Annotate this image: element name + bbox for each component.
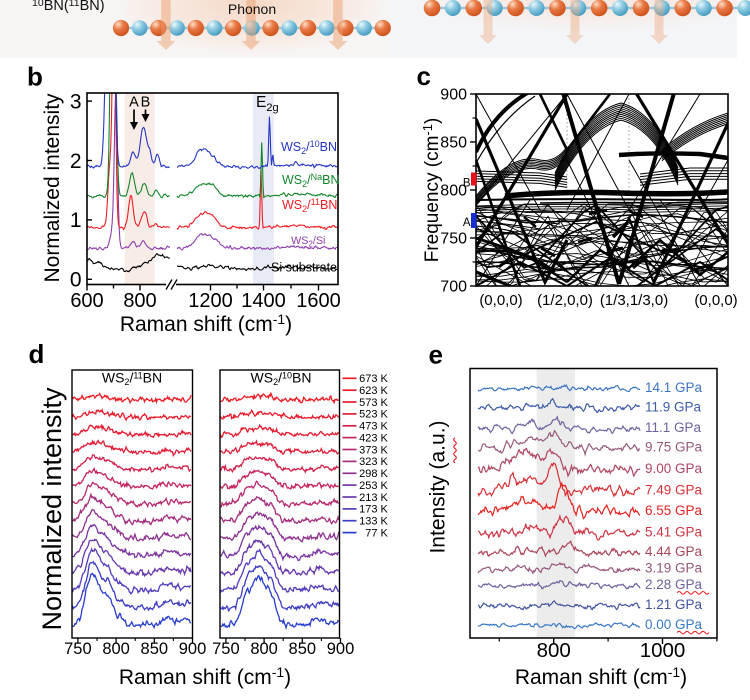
svg-text:373: 373 — [359, 444, 377, 456]
svg-text:77: 77 — [365, 527, 377, 539]
svg-text:K: K — [381, 504, 389, 516]
svg-text:K: K — [381, 444, 389, 456]
svg-text:3: 3 — [70, 90, 82, 113]
svg-text:(0,0,0): (0,0,0) — [479, 292, 522, 309]
svg-text:K: K — [381, 409, 389, 421]
svg-text:700: 700 — [440, 279, 467, 296]
svg-text:11.1 GPa: 11.1 GPa — [645, 420, 702, 435]
svg-text:Raman shift (cm-1): Raman shift (cm-1) — [119, 664, 291, 689]
svg-text:K: K — [381, 432, 389, 444]
svg-text:K: K — [381, 456, 389, 468]
svg-text:9.00 GPa: 9.00 GPa — [645, 461, 703, 476]
svg-text:(1/2,0,0): (1/2,0,0) — [537, 292, 593, 309]
svg-text:K: K — [381, 468, 389, 480]
svg-text:0.00 GPa: 0.00 GPa — [645, 617, 703, 632]
svg-text:(1/3,1/3,0): (1/3,1/3,0) — [600, 292, 668, 309]
svg-text:133: 133 — [359, 516, 377, 528]
svg-text:K: K — [381, 527, 389, 539]
svg-text:800: 800 — [440, 183, 467, 200]
svg-text:298: 298 — [359, 468, 377, 480]
svg-text:423: 423 — [359, 432, 377, 444]
svg-text:323: 323 — [359, 456, 377, 468]
svg-text:3.19 GPa: 3.19 GPa — [645, 561, 703, 576]
svg-text:b: b — [27, 62, 43, 92]
svg-text:K: K — [381, 421, 389, 433]
svg-text:K: K — [381, 492, 389, 504]
svg-text:A: A — [129, 95, 139, 111]
svg-text:WS2/NaBN: WS2/NaBN — [282, 172, 340, 189]
svg-text:K: K — [381, 385, 389, 397]
svg-text:800: 800 — [102, 640, 130, 658]
svg-text:K: K — [381, 397, 389, 409]
svg-text:Intensity (a.u.): Intensity (a.u.) — [427, 420, 450, 553]
svg-text:WS2/Si: WS2/Si — [291, 235, 325, 249]
svg-text:K: K — [381, 516, 389, 528]
svg-text:Phonon: Phonon — [228, 1, 276, 17]
svg-text:K: K — [381, 373, 389, 385]
svg-text:Normalized intensity: Normalized intensity — [41, 93, 64, 283]
svg-text:WS2/11BN: WS2/11BN — [282, 197, 337, 214]
svg-text:10BN(11BN): 10BN(11BN) — [32, 0, 105, 14]
svg-text:(0,0,0): (0,0,0) — [694, 292, 737, 309]
svg-text:Raman shift (cm-1): Raman shift (cm-1) — [515, 664, 687, 689]
svg-text:WS2/10BN: WS2/10BN — [251, 370, 312, 388]
svg-text:Si substrate: Si substrate — [271, 261, 337, 275]
svg-text:800: 800 — [123, 290, 156, 312]
svg-text:Raman shift (cm-1): Raman shift (cm-1) — [120, 311, 292, 336]
svg-text:d: d — [29, 339, 45, 369]
svg-text:473: 473 — [359, 421, 377, 433]
svg-text:1000: 1000 — [640, 639, 686, 662]
svg-text:1: 1 — [70, 209, 82, 232]
svg-text:673: 673 — [359, 373, 377, 385]
svg-text:2: 2 — [70, 150, 82, 173]
svg-text:750: 750 — [440, 231, 467, 248]
svg-text:900: 900 — [440, 87, 467, 104]
svg-text:850: 850 — [141, 640, 169, 658]
svg-text:523: 523 — [359, 409, 377, 421]
svg-text:B: B — [141, 95, 151, 111]
svg-text:2.28 GPa: 2.28 GPa — [645, 577, 703, 592]
svg-text:WS2/10BN: WS2/10BN — [281, 139, 337, 156]
svg-text:213: 213 — [359, 492, 377, 504]
svg-text:900: 900 — [179, 640, 207, 658]
svg-text:600: 600 — [70, 290, 103, 312]
svg-text:573: 573 — [359, 397, 377, 409]
svg-text:5.41 GPa: 5.41 GPa — [645, 524, 703, 539]
svg-text:K: K — [381, 480, 389, 492]
svg-text:6.55 GPa: 6.55 GPa — [645, 503, 703, 518]
svg-text:e: e — [429, 340, 443, 370]
svg-text:A: A — [463, 217, 471, 229]
svg-text:14.1 GPa: 14.1 GPa — [645, 380, 703, 395]
svg-text:4.44 GPa: 4.44 GPa — [645, 544, 703, 559]
svg-text:750: 750 — [64, 640, 92, 658]
svg-text:623: 623 — [359, 385, 377, 397]
svg-text:11.9 GPa: 11.9 GPa — [645, 400, 702, 415]
svg-text:800: 800 — [250, 640, 278, 658]
svg-text:900: 900 — [327, 640, 355, 658]
svg-text:0: 0 — [70, 269, 82, 292]
svg-text:1.21 GPa: 1.21 GPa — [645, 597, 703, 612]
svg-text:B: B — [463, 178, 471, 190]
svg-text:7.49 GPa: 7.49 GPa — [645, 482, 703, 497]
svg-text:WS2/11BN: WS2/11BN — [102, 370, 162, 388]
svg-text:173: 173 — [359, 504, 377, 516]
svg-text:850: 850 — [289, 640, 317, 658]
svg-text:800: 800 — [537, 639, 571, 662]
svg-text:c: c — [417, 61, 431, 91]
svg-text:1400: 1400 — [241, 290, 286, 312]
svg-text:1600: 1600 — [296, 290, 341, 312]
svg-text:750: 750 — [212, 640, 240, 658]
svg-text:9.75 GPa: 9.75 GPa — [645, 440, 703, 455]
svg-text:850: 850 — [440, 135, 467, 152]
svg-text:Frequency (cm-1): Frequency (cm-1) — [420, 118, 443, 263]
svg-text:1200: 1200 — [188, 290, 233, 312]
svg-text:253: 253 — [359, 480, 377, 492]
svg-text:Normalized intensity: Normalized intensity — [37, 387, 67, 631]
